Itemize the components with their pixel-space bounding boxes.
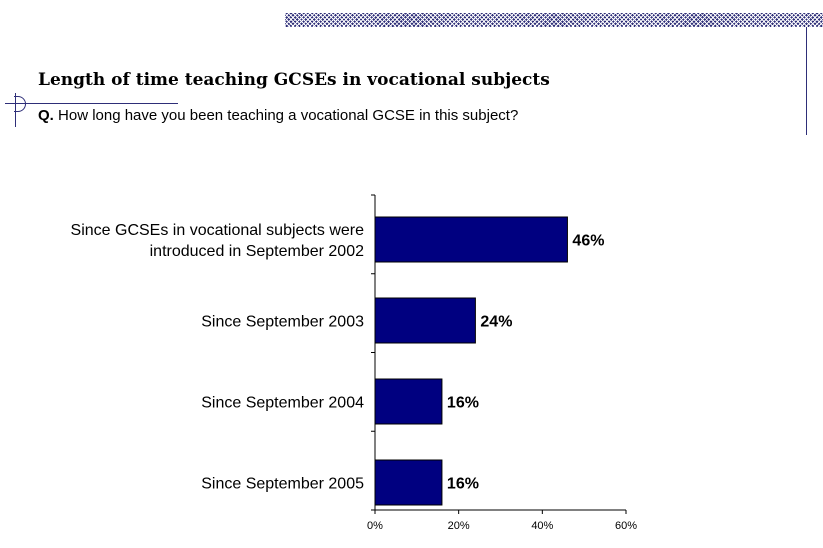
question-text: Q. How long have you been teaching a voc… xyxy=(38,107,518,124)
x-tick-label: 20% xyxy=(448,520,470,532)
category-label: Since September 2004 xyxy=(201,395,364,412)
divider-horizontal xyxy=(5,103,178,104)
data-label: 16% xyxy=(447,395,479,412)
bar xyxy=(374,459,443,506)
category-label: introduced in September 2002 xyxy=(150,243,364,260)
bar xyxy=(374,297,476,344)
category-label: Since GCSEs in vocational subjects were xyxy=(71,222,365,239)
data-label: 46% xyxy=(572,233,604,250)
x-tick-label: 40% xyxy=(531,520,553,532)
decorative-band xyxy=(285,13,823,27)
category-label: Since September 2003 xyxy=(201,314,364,331)
bar xyxy=(374,216,568,263)
data-label: 24% xyxy=(480,314,512,331)
data-label: 16% xyxy=(447,476,479,493)
bar xyxy=(374,378,443,425)
bar-chart: 46% Since GCSEs in vocational subjects we… xyxy=(71,194,637,532)
question-body: How long have you been teaching a vocati… xyxy=(58,107,519,124)
divider-vertical xyxy=(806,27,807,135)
x-tick-label: 60% xyxy=(615,520,637,532)
page-title: Length of time teaching GCSEs in vocatio… xyxy=(38,70,550,90)
category-label: Since September 2005 xyxy=(201,476,364,493)
crosshair-arc xyxy=(14,96,26,112)
x-tick-label: 0% xyxy=(367,520,383,532)
question-prefix: Q. xyxy=(38,107,54,124)
